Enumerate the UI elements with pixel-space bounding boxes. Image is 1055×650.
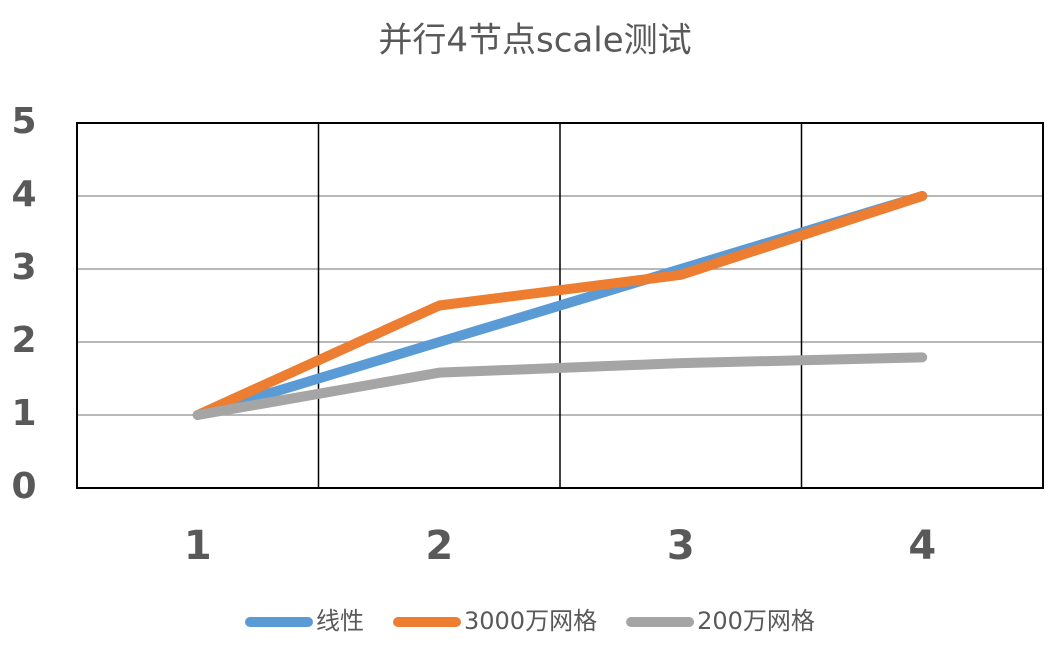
series-line — [192, 352, 928, 420]
legend-label: 200万网格 — [697, 607, 815, 635]
y-tick-label: 4 — [11, 174, 36, 215]
legend-label: 线性 — [316, 607, 364, 635]
legend-label: 3000万网格 — [464, 607, 597, 635]
y-tick-label: 5 — [11, 101, 36, 142]
y-tick-label: 1 — [11, 393, 36, 434]
x-tick-label: 4 — [908, 523, 936, 569]
plot-border — [76, 122, 1044, 489]
y-tick-label: 3 — [11, 247, 36, 288]
x-tick-label: 2 — [425, 523, 453, 569]
x-tick-label: 3 — [667, 523, 695, 569]
x-tick-label: 1 — [184, 523, 212, 569]
series-line — [192, 191, 928, 420]
chart-title: 并行4节点scale测试 — [378, 21, 691, 61]
y-tick-label: 2 — [11, 320, 36, 361]
y-tick-label: 0 — [11, 466, 36, 507]
